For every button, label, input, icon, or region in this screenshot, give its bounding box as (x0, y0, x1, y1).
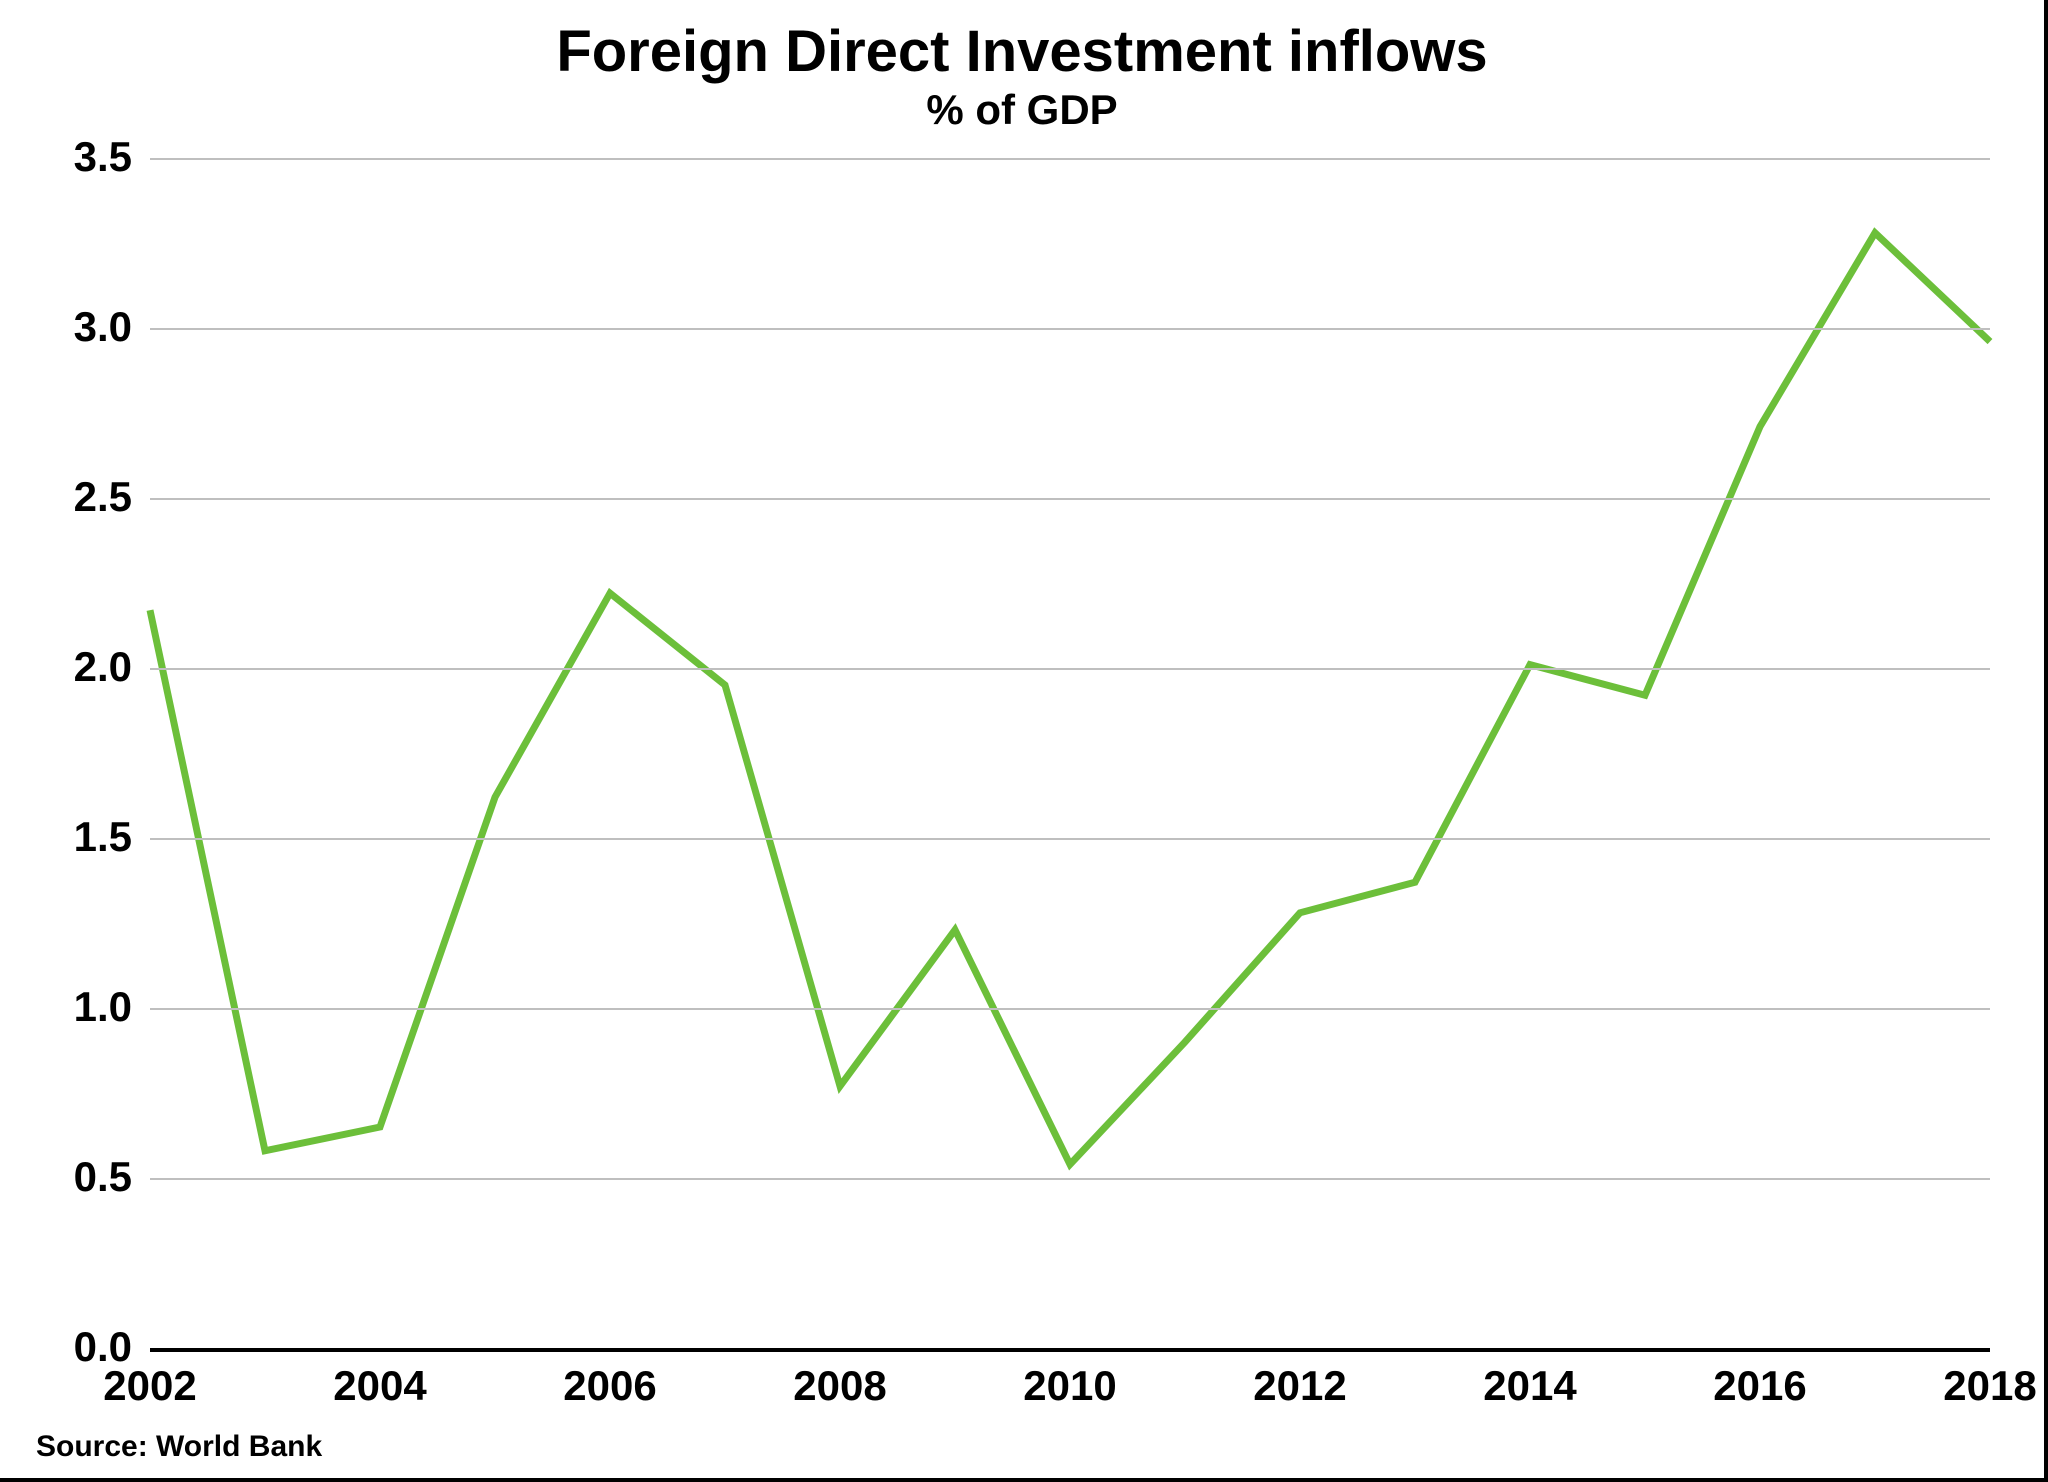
gridline (150, 838, 1990, 840)
y-tick-label: 1.5 (0, 813, 132, 861)
series-line (150, 158, 1990, 1348)
chart-title: Foreign Direct Investment inflows (0, 18, 2044, 85)
y-tick-label: 2.0 (0, 643, 132, 691)
x-tick-label: 2004 (333, 1362, 426, 1410)
x-tick-label: 2014 (1483, 1362, 1576, 1410)
x-tick-label: 2012 (1253, 1362, 1346, 1410)
x-tick-label: 2006 (563, 1362, 656, 1410)
plot-area: 0.00.51.01.52.02.53.03.52002200420062008… (150, 158, 1990, 1348)
chart-subtitle: % of GDP (0, 86, 2044, 134)
source-label: Source: World Bank (36, 1430, 322, 1464)
y-tick-label: 1.0 (0, 983, 132, 1031)
y-tick-label: 2.5 (0, 473, 132, 521)
gridline (150, 1008, 1990, 1010)
x-tick-label: 2016 (1713, 1362, 1806, 1410)
y-tick-label: 3.5 (0, 133, 132, 181)
y-tick-label: 3.0 (0, 303, 132, 351)
x-tick-label: 2008 (793, 1362, 886, 1410)
y-tick-label: 0.5 (0, 1153, 132, 1201)
gridline (150, 668, 1990, 670)
gridline (150, 498, 1990, 500)
fdi-series-line (150, 233, 1990, 1165)
chart-container: Foreign Direct Investment inflows % of G… (0, 0, 2048, 1482)
x-tick-label: 2002 (103, 1362, 196, 1410)
x-axis-line (150, 1348, 1990, 1352)
gridline (150, 158, 1990, 160)
x-tick-label: 2010 (1023, 1362, 1116, 1410)
gridline (150, 328, 1990, 330)
gridline (150, 1178, 1990, 1180)
x-tick-label: 2018 (1943, 1362, 2036, 1410)
